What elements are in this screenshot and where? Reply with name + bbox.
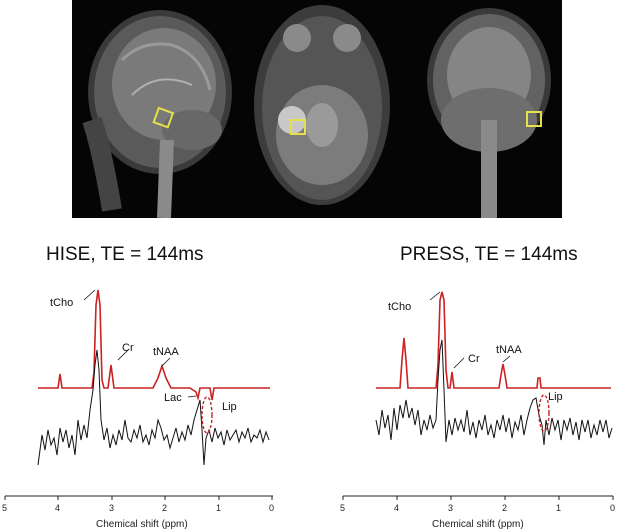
press-tick: 3 <box>448 503 453 513</box>
hise-tick: 0 <box>269 503 274 513</box>
press-tick: 4 <box>394 503 399 513</box>
hise-label-tcho: tCho <box>50 297 73 309</box>
mri-sagittal-view <box>72 0 242 218</box>
press-spectrum-plot: tCho Cr tNAA Lip 5 4 3 2 1 0 Chemical sh… <box>340 291 615 530</box>
press-title: PRESS, TE = 144ms <box>400 244 578 265</box>
hise-tick: 1 <box>216 503 221 513</box>
hise-tick: 4 <box>55 503 60 513</box>
hise-label-cr: Cr <box>122 342 134 354</box>
hise-data-trace <box>37 349 270 466</box>
hise-spectrum-plot: tCho Cr tNAA Lac Lip 5 4 3 2 1 0 Chemica… <box>2 289 274 530</box>
hise-tick: 3 <box>109 503 114 513</box>
hise-fit-curve <box>38 289 270 402</box>
press-label-tcho: tCho <box>388 301 411 313</box>
press-tick: 1 <box>556 503 561 513</box>
hise-lip-marker <box>201 396 213 434</box>
mri-image-strip <box>72 0 562 218</box>
press-tick: 0 <box>610 503 615 513</box>
press-tick: 5 <box>340 503 345 513</box>
press-data-trace <box>375 339 613 446</box>
hise-tick: 2 <box>162 503 167 513</box>
mri-axial-view <box>247 0 397 218</box>
hise-x-axis-title: Chemical shift (ppm) <box>96 519 188 530</box>
hise-label-lip: Lip <box>222 401 237 413</box>
press-tick: 2 <box>502 503 507 513</box>
voxel-marker <box>152 106 175 129</box>
hise-tick: 5 <box>2 503 7 513</box>
press-x-axis-title: Chemical shift (ppm) <box>432 519 524 530</box>
press-fit-curve <box>376 291 611 389</box>
voxel-marker <box>290 119 306 135</box>
press-lip-marker <box>538 394 550 432</box>
press-label-tnaa: tNAA <box>496 344 522 356</box>
press-label-lip: Lip <box>548 391 563 403</box>
mri-coronal-view <box>417 0 562 218</box>
press-label-cr: Cr <box>468 353 480 365</box>
hise-label-lac: Lac <box>164 392 182 404</box>
voxel-marker <box>526 111 542 127</box>
hise-title: HISE, TE = 144ms <box>46 244 204 265</box>
hise-label-tnaa: tNAA <box>153 346 179 358</box>
